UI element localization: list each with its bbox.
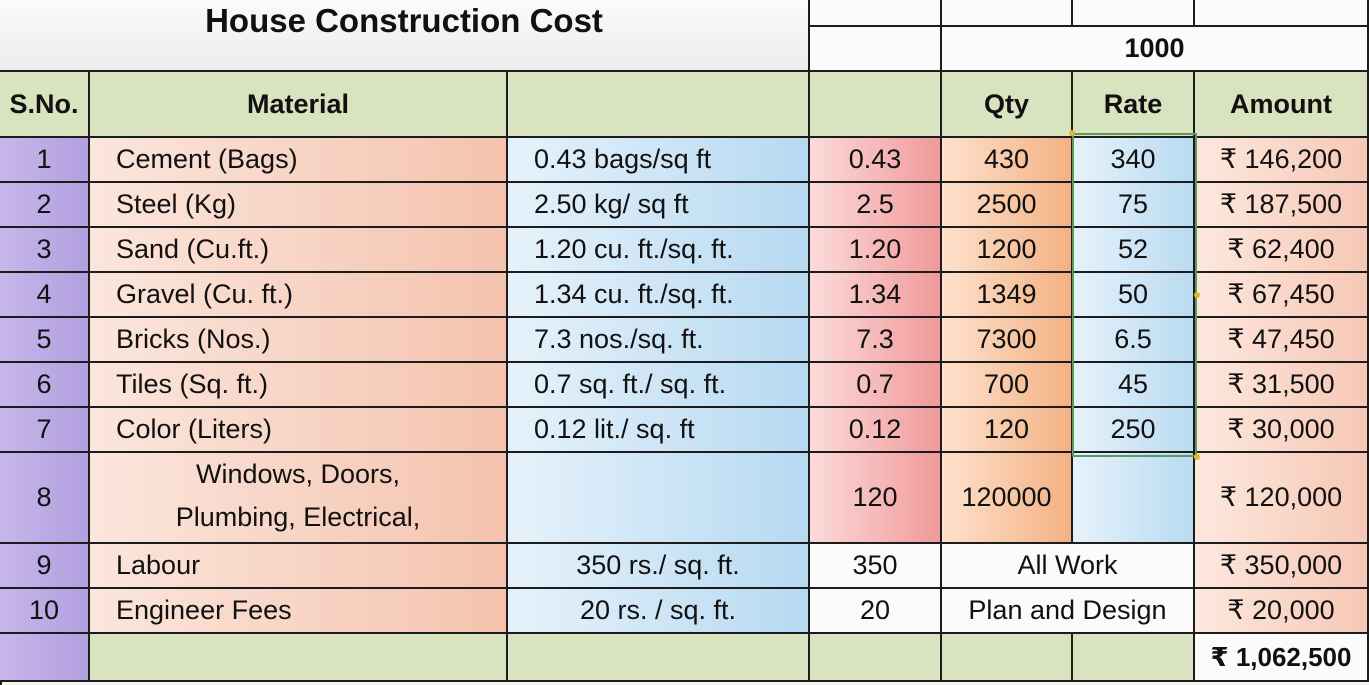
header-qty[interactable]: Qty — [942, 72, 1073, 138]
area-value-cell[interactable]: 1000 — [942, 27, 1369, 72]
row-rate[interactable]: 250 — [1073, 408, 1195, 453]
row-norm[interactable]: 0.43 bags/sq ft — [508, 138, 810, 183]
cell-empty[interactable] — [810, 0, 942, 27]
row-norm[interactable] — [508, 453, 810, 544]
selection-handle[interactable] — [1069, 130, 1075, 136]
row-factor[interactable]: 2.5 — [810, 183, 942, 228]
row-norm[interactable]: 1.20 cu. ft./sq. ft. — [508, 228, 810, 273]
row-rate[interactable]: 52 — [1073, 228, 1195, 273]
header-factor[interactable] — [810, 72, 942, 138]
row-material[interactable]: Bricks (Nos.) — [90, 318, 508, 363]
row-sno[interactable]: 6 — [0, 363, 90, 408]
header-norm[interactable] — [508, 72, 810, 138]
row-factor[interactable]: 7.3 — [810, 318, 942, 363]
row-norm[interactable]: 0.7 sq. ft./ sq. ft. — [508, 363, 810, 408]
row-qty[interactable]: 430 — [942, 138, 1073, 183]
row-factor[interactable]: 350 — [810, 544, 942, 589]
row-qty[interactable]: 1349 — [942, 273, 1073, 318]
row-norm[interactable]: 350 rs./ sq. ft. — [508, 544, 810, 589]
row-norm[interactable]: 0.12 lit./ sq. ft — [508, 408, 810, 453]
row-norm[interactable]: 2.50 kg/ sq ft — [508, 183, 810, 228]
row-factor[interactable]: 20 — [810, 589, 942, 634]
row-qty[interactable]: 1200 — [942, 228, 1073, 273]
row-material[interactable]: Color (Liters) — [90, 408, 508, 453]
row-amount[interactable]: ₹ 20,000 — [1195, 589, 1369, 634]
row-amount[interactable]: ₹ 67,450 — [1195, 273, 1369, 318]
row-sno[interactable]: 3 — [0, 228, 90, 273]
row-sno[interactable]: 4 — [0, 273, 90, 318]
cell-empty[interactable] — [1195, 0, 1369, 27]
cell-empty[interactable] — [942, 0, 1073, 27]
header-amount[interactable]: Amount — [1195, 72, 1369, 138]
row-qty[interactable]: 700 — [942, 363, 1073, 408]
row-sno[interactable]: 9 — [0, 544, 90, 589]
header-sno[interactable]: S.No. — [0, 72, 90, 138]
row-sno[interactable]: 2 — [0, 183, 90, 228]
row-factor[interactable]: 1.20 — [810, 228, 942, 273]
cell-empty[interactable] — [810, 27, 942, 72]
row-amount[interactable]: ₹ 31,500 — [1195, 363, 1369, 408]
row-factor[interactable]: 0.7 — [810, 363, 942, 408]
total-row-cell[interactable] — [1073, 634, 1195, 682]
row-amount[interactable]: ₹ 120,000 — [1195, 453, 1369, 544]
selection-handle[interactable] — [1194, 454, 1200, 460]
sheet-title[interactable]: House Construction Cost — [0, 0, 810, 72]
row-qty[interactable]: 120 — [942, 408, 1073, 453]
row-qty-note[interactable]: Plan and Design — [942, 589, 1195, 634]
row-norm[interactable]: 20 rs. / sq. ft. — [508, 589, 810, 634]
row-amount[interactable]: ₹ 146,200 — [1195, 138, 1369, 183]
row-material[interactable]: Sand (Cu.ft.) — [90, 228, 508, 273]
row-material[interactable]: Labour — [90, 544, 508, 589]
total-row-sno[interactable] — [0, 634, 90, 682]
row-rate[interactable]: 6.5 — [1073, 318, 1195, 363]
header-material[interactable]: Material — [90, 72, 508, 138]
total-row-cell[interactable] — [810, 634, 942, 682]
row-rate[interactable]: 340 — [1073, 138, 1195, 183]
row-material[interactable]: Engineer Fees — [90, 589, 508, 634]
row-material[interactable]: Cement (Bags) — [90, 138, 508, 183]
row-rate[interactable]: 50 — [1073, 273, 1195, 318]
row-rate[interactable]: 75 — [1073, 183, 1195, 228]
row-material[interactable]: Tiles (Sq. ft.) — [90, 363, 508, 408]
row-amount[interactable]: ₹ 30,000 — [1195, 408, 1369, 453]
row-rate[interactable]: 45 — [1073, 363, 1195, 408]
cell-empty[interactable] — [1073, 0, 1195, 27]
row-norm[interactable]: 7.3 nos./sq. ft. — [508, 318, 810, 363]
row-sno[interactable]: 7 — [0, 408, 90, 453]
row-amount[interactable]: ₹ 62,400 — [1195, 228, 1369, 273]
row-amount[interactable]: ₹ 47,450 — [1195, 318, 1369, 363]
row-qty[interactable]: 7300 — [942, 318, 1073, 363]
row-sno[interactable]: 8 — [0, 453, 90, 544]
row-factor[interactable]: 1.34 — [810, 273, 942, 318]
row-sno[interactable]: 10 — [0, 589, 90, 634]
row-norm[interactable]: 1.34 cu. ft./sq. ft. — [508, 273, 810, 318]
total-row-cell[interactable] — [942, 634, 1073, 682]
row-material[interactable]: Steel (Kg) — [90, 183, 508, 228]
row-factor[interactable]: 120 — [810, 453, 942, 544]
row-rate[interactable] — [1073, 453, 1195, 544]
row-material[interactable]: Windows, Doors, Plumbing, Electrical, — [90, 453, 508, 544]
header-rate[interactable]: Rate — [1073, 72, 1195, 138]
row-sno[interactable]: 5 — [0, 318, 90, 363]
row-sno[interactable]: 1 — [0, 138, 90, 183]
row-factor[interactable]: 0.43 — [810, 138, 942, 183]
total-row-cell[interactable] — [508, 634, 810, 682]
row-qty[interactable]: 120000 — [942, 453, 1073, 544]
grand-total[interactable]: ₹ 1,062,500 — [1195, 634, 1369, 682]
row-amount[interactable]: ₹ 187,500 — [1195, 183, 1369, 228]
total-row-cell[interactable] — [90, 634, 508, 682]
row-qty[interactable]: 2500 — [942, 183, 1073, 228]
row-material[interactable]: Gravel (Cu. ft.) — [90, 273, 508, 318]
selection-handle[interactable] — [1194, 292, 1200, 298]
row-amount[interactable]: ₹ 350,000 — [1195, 544, 1369, 589]
row-factor[interactable]: 0.12 — [810, 408, 942, 453]
row-qty-note[interactable]: All Work — [942, 544, 1195, 589]
